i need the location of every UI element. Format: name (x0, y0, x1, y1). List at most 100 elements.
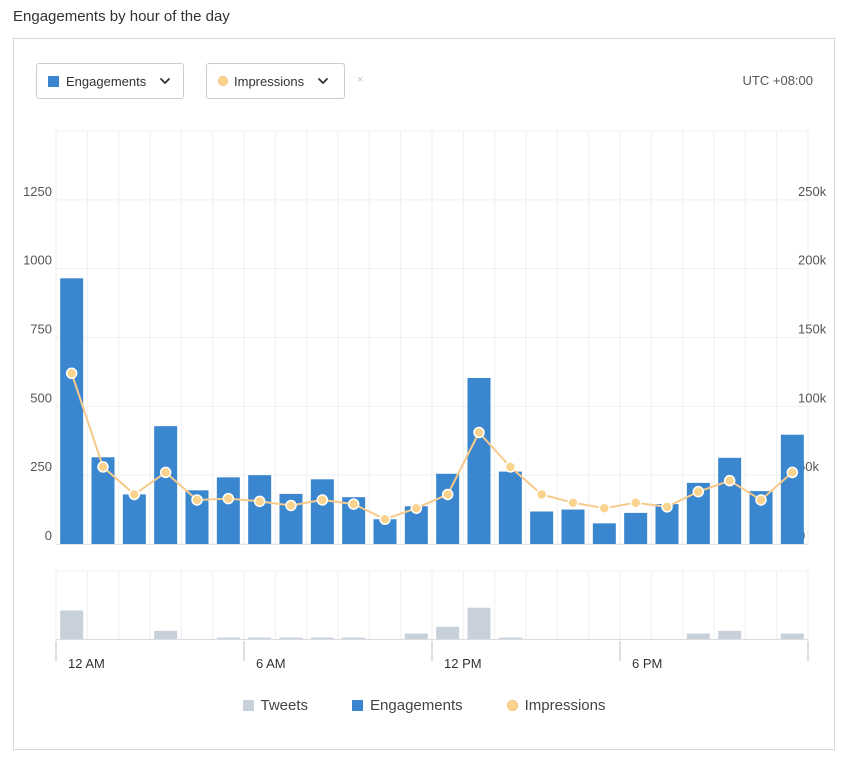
tweets-bar (248, 637, 272, 639)
engagements-bar (310, 479, 334, 544)
engagements-bar (592, 523, 616, 544)
legend-item-engagements[interactable]: Engagements (352, 697, 463, 714)
impressions-point (379, 513, 391, 525)
engagements-dropdown-label: Engagements (66, 73, 147, 89)
engagements-bar (749, 491, 773, 544)
impressions-point (285, 499, 297, 512)
impressions-point (629, 496, 642, 509)
impressions-point (347, 498, 360, 510)
left-axis-tick-label: 250 (30, 459, 52, 474)
impressions-point (504, 461, 517, 473)
right-axis-tick-label: 250k (798, 184, 827, 199)
timezone-label: UTC +08:00 (742, 73, 813, 88)
impressions-point (128, 488, 141, 501)
engagements-bar (467, 377, 491, 544)
engagements-bar (780, 434, 804, 544)
left-axis-tick-label: 500 (30, 390, 52, 405)
engagements-bar (561, 509, 585, 544)
impressions-point (222, 492, 235, 505)
impressions-point (567, 496, 579, 509)
left-axis-tick-label: 1000 (23, 253, 52, 268)
x-axis-tick-label: 6 AM (256, 656, 286, 671)
impressions-point (97, 461, 109, 473)
impressions-point (598, 502, 611, 514)
engagements-bar (216, 477, 240, 544)
impressions-dropdown[interactable]: Impressions (206, 63, 345, 99)
left-axis-tick-label: 750 (30, 322, 52, 337)
chevron-down-icon (160, 78, 171, 84)
tweets-bar (436, 626, 460, 639)
close-icon[interactable]: × (357, 74, 364, 86)
engagements-swatch (48, 75, 59, 87)
engagements-bar (91, 457, 115, 544)
right-axis-tick-label: 200k (798, 253, 827, 268)
engagements-bar (342, 497, 366, 544)
tweets-bar (60, 610, 84, 639)
tweets-bar (279, 637, 303, 639)
tweets-bar (154, 630, 178, 639)
left-axis-tick-label: 1250 (23, 184, 52, 199)
impressions-point (191, 494, 203, 506)
engagements-bar (655, 504, 679, 544)
impressions-point (723, 474, 736, 487)
engagements-bar (154, 426, 178, 544)
right-axis-tick-label: 100k (798, 390, 827, 405)
left-axis-tick-label: 0 (45, 528, 52, 543)
legend-label: Impressions (524, 697, 606, 714)
impressions-point (410, 502, 423, 514)
legend-item-tweets[interactable]: Tweets (242, 697, 309, 714)
tweets-bar (498, 637, 522, 639)
engagements-bar (404, 506, 428, 544)
tweets-bar (310, 637, 334, 639)
engagements-bar (60, 278, 84, 544)
engagements-bar (373, 519, 397, 544)
x-axis-tick-label: 12 PM (444, 656, 482, 671)
engagements-bar (624, 512, 648, 544)
impressions-dropdown-label: Impressions (234, 73, 305, 89)
chevron-down-icon (318, 78, 328, 84)
engagements-bar (436, 473, 460, 544)
engagements-bar (279, 493, 303, 544)
chart-card: Engagements Impressions × UTC +08:00 0 25… (13, 38, 835, 750)
engagements-dropdown[interactable]: Engagements (36, 63, 184, 99)
legend-item-impressions[interactable]: Impressions (506, 697, 606, 714)
engagements-chart: 025050075010001250050k100k150k200k250k12… (23, 130, 827, 671)
impressions-point (253, 495, 266, 508)
legend-marker (506, 700, 518, 711)
impressions-point (441, 488, 454, 501)
engagements-bar (122, 494, 146, 544)
tweets-bar (718, 630, 742, 639)
impressions-point (65, 367, 78, 380)
tweets-bar (404, 633, 428, 639)
impressions-point (159, 466, 172, 479)
tweets-bar (342, 637, 366, 639)
engagements-bar (718, 457, 742, 544)
tweets-bar (686, 633, 710, 639)
page-title: Engagements by hour of the day (13, 8, 230, 25)
legend-marker (242, 700, 254, 711)
impressions-point (786, 466, 799, 479)
legend-marker (352, 700, 364, 711)
impressions-point (755, 494, 767, 506)
impressions-point (535, 488, 548, 501)
legend-label: Engagements (370, 697, 463, 714)
engagements-bar (530, 511, 554, 544)
tweets-bar (216, 637, 240, 639)
impressions-point (316, 494, 329, 506)
x-axis-tick-label: 6 PM (632, 656, 662, 671)
engagements-bar (248, 475, 272, 544)
impressions-line (70, 372, 793, 521)
tweets-bar (467, 607, 491, 639)
engagements-bar (498, 471, 522, 544)
impressions-point (473, 426, 485, 439)
impressions-point (661, 501, 673, 513)
impressions-swatch (218, 76, 228, 86)
engagements-bar (686, 482, 710, 544)
impressions-point (692, 485, 705, 498)
chart-legend: Tweets Engagements Impressions (14, 697, 834, 714)
engagements-bar (185, 490, 209, 544)
right-axis-tick-label: 150k (798, 322, 827, 337)
legend-label: Tweets (260, 697, 309, 714)
x-axis-tick-label: 12 AM (68, 656, 105, 671)
tweets-bar (780, 633, 804, 639)
